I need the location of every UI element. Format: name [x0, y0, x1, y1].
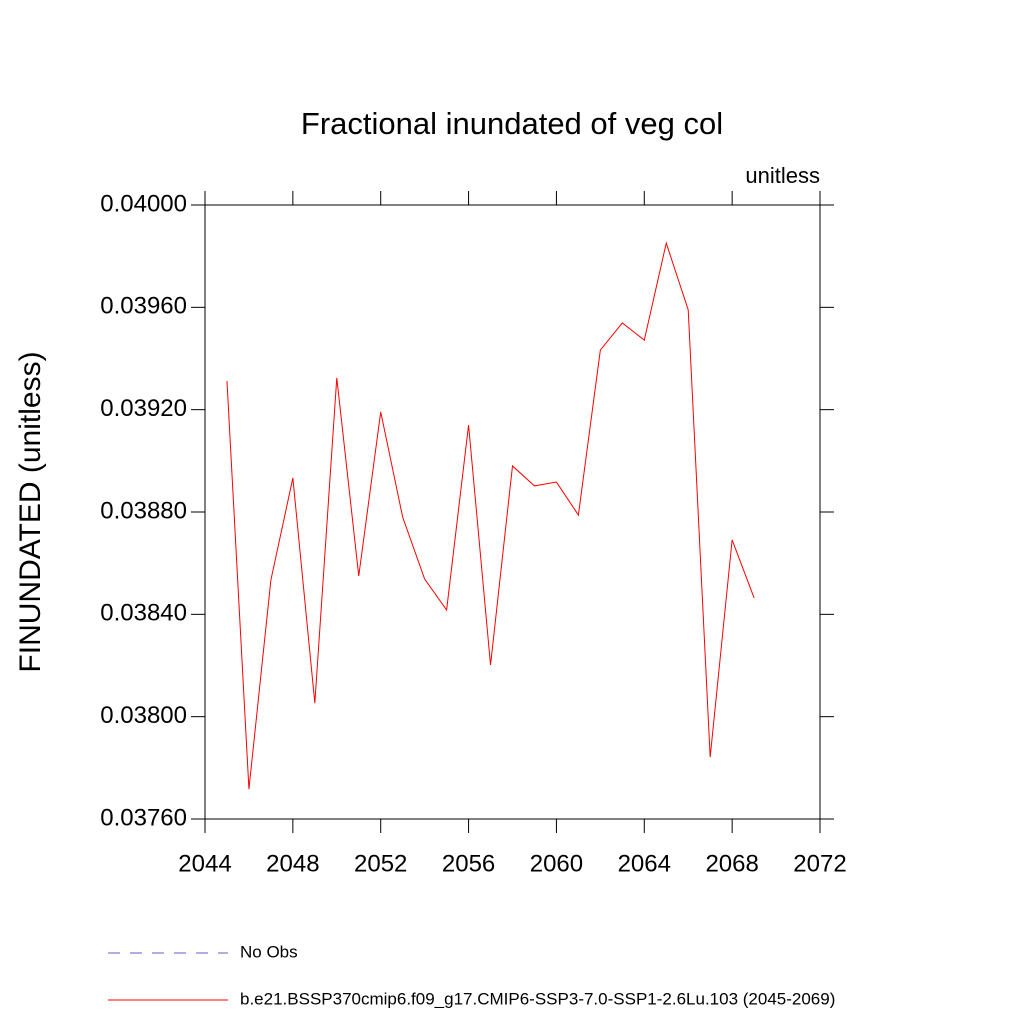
legend-label: No Obs: [240, 942, 298, 961]
legend-label: b.e21.BSSP370cmip6.f09_g17.CMIP6-SSP3-7.…: [240, 989, 835, 1008]
chart-title: Fractional inundated of veg col: [301, 106, 723, 141]
x-tick-label: 2056: [442, 850, 495, 877]
units-label: unitless: [745, 163, 820, 188]
y-tick-label: 0.03880: [100, 497, 187, 524]
y-tick-label: 0.03800: [100, 702, 187, 729]
plot-frame: [204, 204, 821, 820]
x-tick-label: 2064: [618, 850, 671, 877]
x-tick-label: 2048: [266, 850, 319, 877]
y-axis-label: FINUNDATED (unitless): [14, 351, 47, 672]
data-line: [226, 241, 755, 790]
y-tick-label: 0.03920: [100, 395, 187, 422]
y-tick-label: 0.03840: [100, 600, 187, 627]
y-tick-label: 0.04000: [100, 190, 187, 217]
x-tick-label: 2052: [354, 850, 407, 877]
y-tick-label: 0.03760: [100, 804, 187, 831]
x-tick-label: 2068: [705, 850, 758, 877]
x-tick-label: 2072: [793, 850, 846, 877]
x-tick-label: 2060: [530, 850, 583, 877]
x-tick-label: 2044: [178, 850, 231, 877]
y-tick-label: 0.03960: [100, 293, 187, 320]
